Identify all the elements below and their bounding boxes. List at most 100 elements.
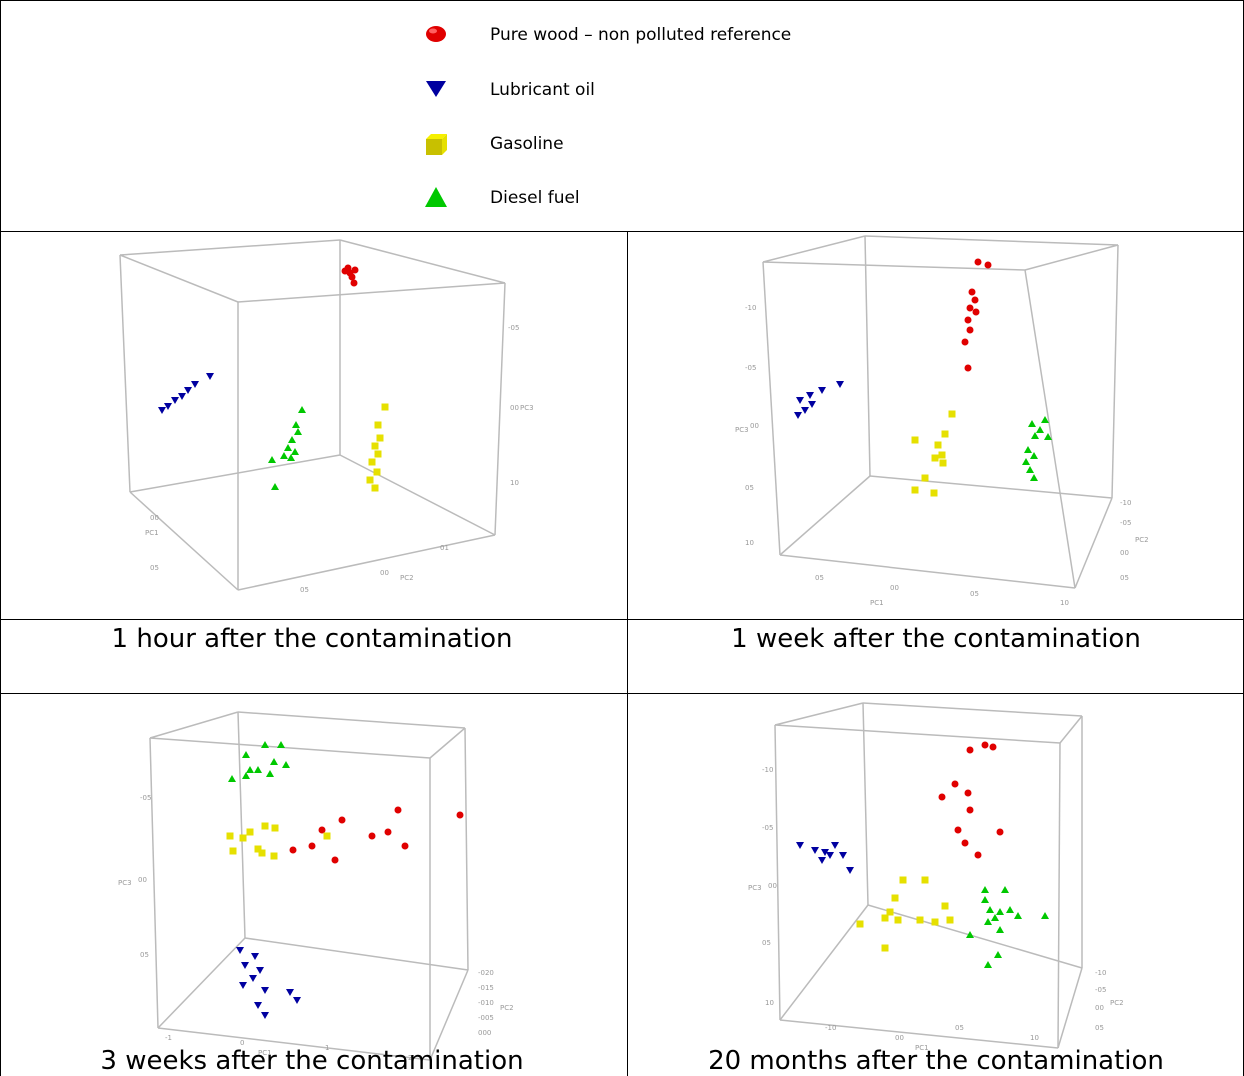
data-point — [293, 997, 301, 1004]
data-point — [178, 393, 186, 400]
data-point — [229, 847, 237, 855]
svg-text:-10: -10 — [1120, 499, 1131, 507]
data-point — [939, 459, 947, 467]
green-triangle-up-icon — [425, 187, 447, 207]
svg-text:00: 00 — [1120, 549, 1129, 557]
svg-text:00: 00 — [138, 876, 147, 884]
svg-text:-005: -005 — [478, 1014, 494, 1022]
data-point — [1022, 458, 1030, 465]
data-point — [846, 867, 854, 874]
panel-1-hour: -05 00 PC3 10 00 PC1 05 01 00 PC2 05 — [10, 236, 610, 608]
data-point — [371, 442, 379, 450]
data-point — [249, 975, 257, 982]
svg-text:-020: -020 — [478, 969, 494, 977]
svg-text:-015: -015 — [478, 984, 494, 992]
data-point — [968, 288, 976, 296]
data-point — [916, 916, 924, 924]
svg-text:PC2: PC2 — [400, 574, 414, 582]
svg-text:05: 05 — [150, 564, 159, 572]
data-point — [226, 832, 234, 840]
svg-text:-010: -010 — [478, 999, 494, 1007]
data-point — [371, 484, 379, 492]
data-point — [242, 772, 250, 779]
data-point — [966, 806, 974, 814]
data-point — [282, 761, 290, 768]
data-point — [951, 780, 959, 788]
data-point — [280, 452, 288, 459]
data-point — [971, 296, 979, 304]
data-point — [270, 852, 278, 860]
scatter-3d-panel: -05 PC3 00 05 -1 0 PC1 1 2 -020 -015 -010 PC2 -005 0… — [118, 711, 514, 1062]
svg-text:2: 2 — [408, 1054, 412, 1062]
data-point — [376, 434, 384, 442]
data-point — [384, 828, 392, 836]
data-point — [277, 741, 285, 748]
legend-item-lubricant: Lubricant oil — [420, 75, 595, 105]
data-point — [938, 451, 946, 459]
svg-text:0: 0 — [240, 1039, 244, 1047]
data-point — [961, 839, 969, 847]
panel-3-weeks: -05 PC3 00 05 -1 0 PC1 1 2 -020 -015 -010 PC2 -005 0… — [10, 699, 610, 1071]
caption-3-weeks: 3 weeks after the contamination — [100, 1046, 524, 1076]
data-point — [984, 961, 992, 968]
svg-text:05: 05 — [1120, 574, 1129, 582]
svg-text:-1: -1 — [165, 1034, 172, 1042]
svg-text:00: 00 — [1095, 1004, 1104, 1012]
caption-20-months: 20 months after the contamination — [708, 1046, 1164, 1076]
data-point — [891, 894, 899, 902]
data-point — [374, 421, 382, 429]
data-point — [246, 828, 254, 836]
data-point — [994, 951, 1002, 958]
data-point — [989, 743, 997, 751]
data-point — [1041, 912, 1049, 919]
svg-text:-05: -05 — [1095, 986, 1106, 994]
data-point — [1001, 886, 1009, 893]
data-point — [287, 454, 295, 461]
svg-text:-05: -05 — [140, 794, 151, 802]
legend-label: Lubricant oil — [490, 80, 595, 100]
data-point — [818, 857, 826, 864]
legend-label: Pure wood – non polluted reference — [490, 25, 792, 45]
data-point — [368, 458, 376, 466]
svg-text:10: 10 — [745, 539, 754, 547]
data-point — [964, 364, 972, 372]
data-point — [881, 914, 889, 922]
svg-text:PC3: PC3 — [748, 884, 762, 892]
data-point — [368, 832, 376, 840]
svg-text:05: 05 — [762, 939, 771, 947]
data-point — [801, 407, 809, 414]
svg-text:PC1: PC1 — [870, 599, 884, 607]
data-point — [344, 264, 352, 272]
svg-text:-10: -10 — [825, 1024, 836, 1032]
svg-text:00: 00 — [150, 514, 159, 522]
svg-text:PC1: PC1 — [258, 1049, 272, 1057]
svg-text:10: 10 — [1030, 1034, 1039, 1042]
legend-label: Gasoline — [490, 134, 564, 154]
svg-text:PC1: PC1 — [145, 529, 159, 537]
svg-text:PC3: PC3 — [118, 879, 132, 887]
svg-text:10: 10 — [1060, 599, 1069, 607]
caption-1-hour: 1 hour after the contamination — [111, 624, 513, 654]
data-point — [298, 406, 306, 413]
row-divider-2 — [0, 619, 1244, 620]
data-point — [394, 806, 402, 814]
data-point — [1026, 466, 1034, 473]
svg-text:05: 05 — [745, 484, 754, 492]
data-point — [228, 775, 236, 782]
panel-1-week: -10 -05 PC3 00 05 10 05 00 PC1 05 10 -10 -05 PC2 00… — [633, 235, 1233, 608]
data-point — [1014, 912, 1022, 919]
data-point — [291, 448, 299, 455]
data-point — [856, 920, 864, 928]
svg-text:-05: -05 — [1120, 519, 1131, 527]
data-point — [821, 849, 829, 856]
axis-tick-labels: -10 -05 PC3 00 05 10 -10 00 PC1 05 10 -10 -05 PC2 00… — [748, 766, 1124, 1052]
data-point — [239, 834, 247, 842]
data-point — [373, 468, 381, 476]
data-point — [974, 258, 982, 266]
data-point — [964, 789, 972, 797]
data-point — [818, 387, 826, 394]
data-point — [996, 908, 1004, 915]
